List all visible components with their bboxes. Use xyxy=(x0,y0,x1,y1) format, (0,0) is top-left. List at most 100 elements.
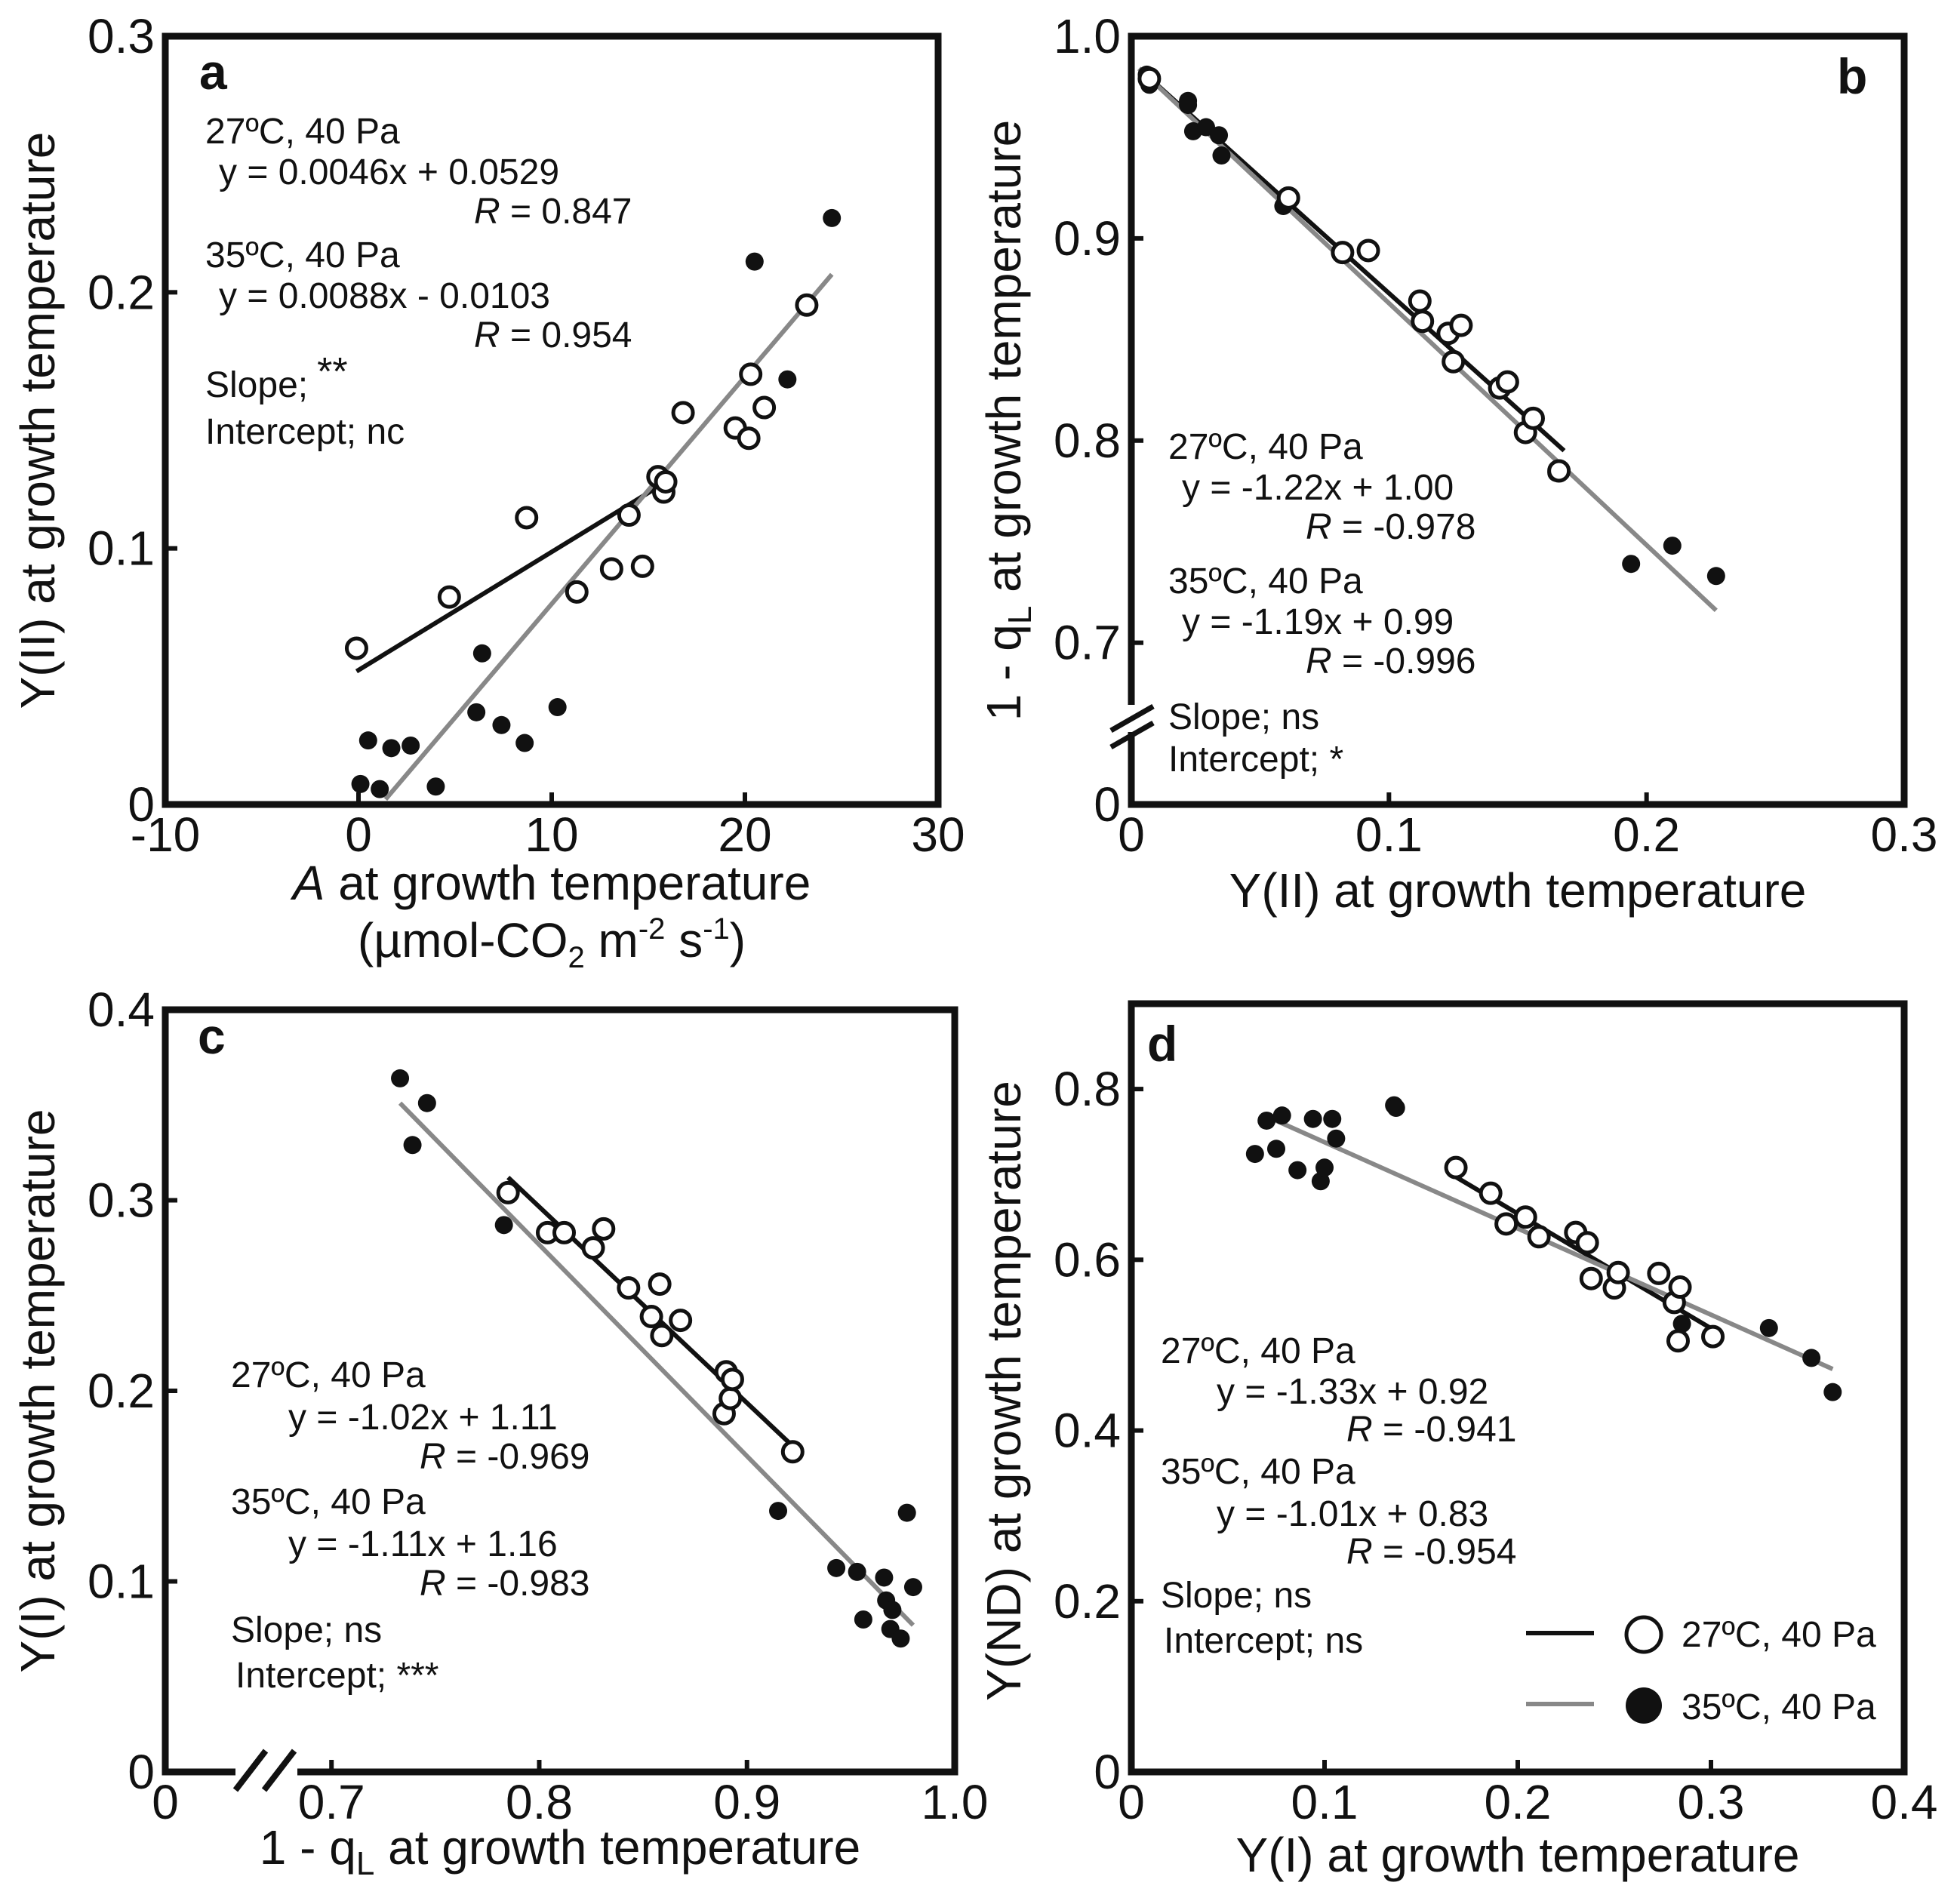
panel-c-point-filled xyxy=(891,1629,910,1648)
panel-a-point-filled xyxy=(472,644,491,663)
panel-a-point-filled xyxy=(426,777,445,796)
panel-c-ytick-label: 0.4 xyxy=(88,983,155,1037)
panel-c-annotations: 27ºC, 40 Pa y = -1.02x + 1.11 R = -0.969… xyxy=(231,1355,589,1696)
panel-d-xlabel: Y(I) at growth temperature xyxy=(1236,1828,1800,1882)
panel-a-point-filled xyxy=(492,715,511,734)
panel-b-point-open xyxy=(1521,406,1545,430)
panel-d-series2-equation: y = -1.01x + 0.83 xyxy=(1217,1494,1488,1534)
panel-b-annotations: 27ºC, 40 Pa y = -1.22x + 1.00 R = -0.978… xyxy=(1168,427,1475,780)
panel-d-xtick-label: 0 xyxy=(1118,1775,1145,1829)
panel-c-point-filled xyxy=(494,1216,513,1235)
panel-a-xtick-label: 10 xyxy=(525,807,578,862)
panel-d-point-open xyxy=(1579,1266,1603,1290)
panel-a-intercept: Intercept; nc xyxy=(205,412,405,452)
panel-a-ytick-label: 0.3 xyxy=(88,9,155,63)
panel-c-series1-label: 27ºC, 40 Pa xyxy=(231,1355,426,1395)
panel-c-point-filled xyxy=(403,1136,422,1155)
panel-c-xlabel: 1 - qL at growth temperature xyxy=(260,1820,860,1882)
panel-b-point-open xyxy=(1276,186,1300,210)
panel-d-point-filled xyxy=(1386,1098,1405,1117)
panel-c-point-open xyxy=(581,1236,605,1260)
panel-c-point-open xyxy=(552,1220,577,1244)
panel-a-point-open xyxy=(654,469,678,494)
panel-d-series1-label: 27ºC, 40 Pa xyxy=(1161,1331,1355,1371)
panel-c-xtick-label: 0.8 xyxy=(506,1775,573,1829)
panel-a-annotations: 27ºC, 40 Pa y = 0.0046x + 0.0529 R = 0.8… xyxy=(205,112,632,452)
panel-d-point-filled xyxy=(1323,1109,1342,1128)
panel-a-point-open xyxy=(739,362,763,386)
panel-b-ytick-label: 1.0 xyxy=(1054,9,1121,63)
panel-c-point-open xyxy=(496,1180,520,1204)
panel-c-ytick-label: 0.3 xyxy=(88,1173,155,1228)
panel-a-point-filled xyxy=(515,734,534,752)
panel-d-point-open xyxy=(1479,1181,1503,1205)
panel-a-point-filled xyxy=(548,698,567,717)
panel-c-point-filled xyxy=(827,1558,846,1577)
panel-a-series2-r: R = 0.954 xyxy=(474,315,632,355)
panel-b-xtick-label: 0 xyxy=(1118,807,1145,862)
panel-b-point-filled xyxy=(1622,555,1641,574)
panel-a-ytick-label: 0 xyxy=(128,777,155,832)
panel-b: 0 0.1 0.2 0.3 0 0.7 0.8 0.9 1.0 b 27ºC, 40 Pa y … xyxy=(977,9,1937,918)
panel-c-xtick-label: 1.0 xyxy=(922,1775,989,1829)
panel-a-slope: Slope; ** xyxy=(205,350,348,405)
panel-c-point-filled xyxy=(903,1578,922,1597)
panel-d-slope: Slope; ns xyxy=(1161,1576,1312,1616)
panel-d-point-filled xyxy=(1315,1158,1334,1177)
panel-b-point-open xyxy=(1137,66,1162,91)
panel-c-point-filled xyxy=(848,1562,866,1581)
panel-a-point-filled xyxy=(467,703,486,721)
panel-d-series2-r: R = -0.954 xyxy=(1346,1532,1516,1572)
legend-marker-open xyxy=(1624,1615,1663,1654)
panel-c-point-open xyxy=(650,1324,674,1348)
panel-a-series1-label: 27ºC, 40 Pa xyxy=(205,112,400,152)
panel-d-point-open xyxy=(1647,1261,1671,1285)
panel-d-xtick-label: 0.3 xyxy=(1678,1775,1745,1829)
panel-d-point-filled xyxy=(1802,1349,1821,1367)
panel-a-point-open xyxy=(630,554,654,578)
panel-d-xtick-label: 0.1 xyxy=(1291,1775,1359,1829)
panel-d-point-filled xyxy=(1288,1161,1307,1180)
panel-d-point-open xyxy=(1494,1212,1519,1236)
panel-d-point-open xyxy=(1668,1275,1692,1300)
panel-d-point-open xyxy=(1513,1205,1537,1229)
panel-d-point-open xyxy=(1527,1225,1551,1249)
legend-label-27c: 27ºC, 40 Pa xyxy=(1682,1615,1876,1655)
panel-b-frame xyxy=(1128,32,1908,808)
panel-b-fit-line-2 xyxy=(1137,66,1718,613)
panel-a-point-open xyxy=(617,503,641,528)
panel-c-point-filled xyxy=(897,1503,916,1522)
panel-c-point-filled xyxy=(854,1610,872,1629)
panel-b-point-open xyxy=(1331,241,1355,265)
panel-d-point-filled xyxy=(1245,1145,1264,1164)
panel-c-point-filled xyxy=(883,1601,902,1619)
panel-a-series2-equation: y = 0.0088x - 0.0103 xyxy=(219,276,550,316)
panel-c-point-open xyxy=(648,1272,672,1297)
panel-a-point-open xyxy=(737,426,761,451)
panel-b-series1-label: 27ºC, 40 Pa xyxy=(1168,427,1363,467)
panel-a-xtick-label: 20 xyxy=(718,807,771,862)
panel-a-point-filled xyxy=(823,208,842,227)
legend-marker-filled xyxy=(1626,1687,1662,1724)
panel-d-point-open xyxy=(1666,1329,1690,1353)
panel-d-xtick-label: 0.4 xyxy=(1871,1775,1938,1829)
panel-a-point-filled xyxy=(745,252,764,271)
panel-c-ytick-label: 0.2 xyxy=(88,1364,155,1418)
panel-d-intercept: Intercept; ns xyxy=(1164,1621,1363,1661)
panel-d-point-filled xyxy=(1823,1383,1842,1401)
panel-b-xtick-label: 0.2 xyxy=(1613,807,1680,862)
panel-a-point-open xyxy=(599,557,623,581)
panel-c-series2-equation: y = -1.11x + 1.16 xyxy=(288,1524,558,1564)
panel-d-ylabel: Y(ND) at growth temperature xyxy=(977,1081,1031,1701)
panel-c-ylabel: Y(I) at growth temperature xyxy=(11,1109,65,1673)
panel-a-xtick-label: 30 xyxy=(911,807,965,862)
panel-d-point-filled xyxy=(1272,1106,1291,1125)
panel-d-series1-r: R = -0.941 xyxy=(1346,1410,1516,1450)
panel-a-point-open xyxy=(565,580,589,604)
panel-a-fit-line-2 xyxy=(383,272,834,801)
panel-d-point-open xyxy=(1606,1260,1630,1284)
panel-b-ytick-label: 0.8 xyxy=(1054,414,1121,468)
panel-a-point-open xyxy=(515,506,539,530)
panel-d-ytick-label: 0 xyxy=(1094,1745,1121,1799)
panel-c-point-filled xyxy=(391,1069,410,1087)
